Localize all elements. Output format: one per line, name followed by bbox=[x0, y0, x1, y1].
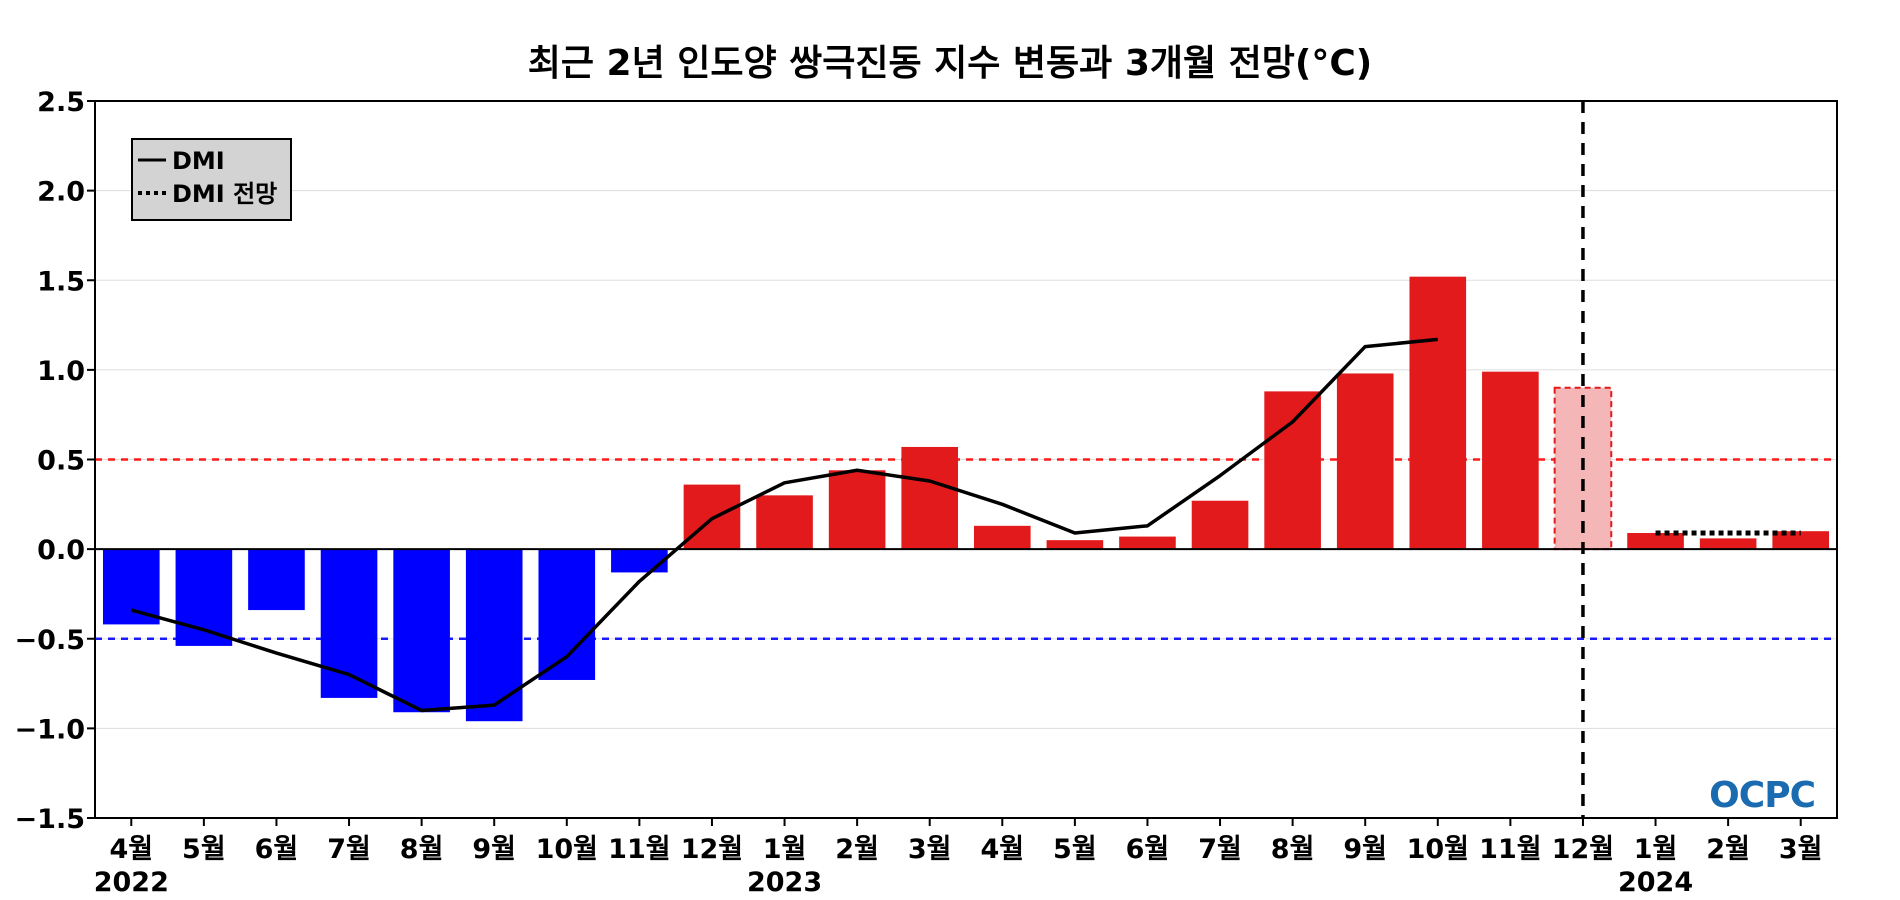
bar bbox=[538, 549, 596, 680]
y-tick-label: 2.0 bbox=[37, 177, 85, 208]
x-year-label: 2023 bbox=[747, 867, 822, 898]
bar bbox=[1772, 531, 1830, 550]
y-tick-label: 0.5 bbox=[37, 446, 85, 477]
x-year-label: 2024 bbox=[1618, 867, 1693, 898]
x-tick-label: 1월 bbox=[763, 834, 807, 865]
y-tick-label: −1.5 bbox=[15, 804, 85, 835]
bar bbox=[393, 549, 450, 713]
bar bbox=[756, 495, 813, 550]
bar bbox=[1264, 391, 1321, 550]
bar bbox=[1191, 500, 1249, 550]
y-tick-label: −0.5 bbox=[15, 625, 85, 656]
bar bbox=[1046, 540, 1104, 550]
ocpc-logo: OCPC bbox=[1709, 775, 1816, 816]
y-tick-label: 2.5 bbox=[37, 87, 85, 118]
bar bbox=[248, 549, 305, 611]
ocpc-logo-text: OCPC bbox=[1709, 775, 1815, 816]
threshold-lines bbox=[95, 458, 1837, 640]
x-tick-label: 8월 bbox=[1271, 834, 1315, 865]
x-tick-label: 11월 bbox=[1479, 834, 1541, 865]
x-tick-label: 7월 bbox=[327, 834, 371, 865]
x-tick-label: 2월 bbox=[835, 834, 879, 865]
x-tick-label: 5월 bbox=[1053, 834, 1097, 865]
x-tick-label: 8월 bbox=[400, 834, 444, 865]
y-axis-ticks: 2.5 2.0 1.5 1.0 0.5 0.0 −0.5 −1.0 −1.5 bbox=[15, 87, 95, 835]
x-tick-label: 2월 bbox=[1706, 834, 1750, 865]
bar bbox=[465, 549, 523, 722]
y-tick-label: 0.0 bbox=[37, 535, 85, 566]
x-tick-label: 10월 bbox=[1407, 834, 1469, 865]
x-tick-label: 4월 bbox=[980, 834, 1024, 865]
bar bbox=[1119, 536, 1176, 550]
bar bbox=[973, 525, 1031, 550]
bar bbox=[828, 470, 886, 550]
x-tick-label: 6월 bbox=[255, 834, 299, 865]
bar bbox=[1699, 538, 1757, 550]
x-tick-label: 7월 bbox=[1198, 834, 1242, 865]
legend-box bbox=[131, 138, 292, 221]
legend-label-dmi-forecast: DMI 전망 bbox=[172, 180, 277, 208]
x-tick-label: 1월 bbox=[1634, 834, 1678, 865]
x-axis-ticks: 4월 5월 6월 7월 8월 9월 10월 11월 12월 1월 2월 3월 4월 5월 6월 7월 8월 9월 1… bbox=[94, 818, 1823, 898]
bar bbox=[1409, 276, 1467, 550]
x-tick-label: 3월 bbox=[908, 834, 952, 865]
bar bbox=[901, 446, 959, 550]
bars bbox=[102, 276, 1830, 722]
x-tick-label: 12월 bbox=[681, 834, 743, 865]
bar bbox=[1336, 373, 1394, 550]
x-tick-label: 4월 bbox=[109, 834, 153, 865]
series-lines bbox=[130, 337, 1801, 713]
x-tick-label: 6월 bbox=[1126, 834, 1170, 865]
y-tick-label: 1.0 bbox=[37, 356, 85, 387]
x-tick-label: 10월 bbox=[536, 834, 598, 865]
x-tick-label: 11월 bbox=[608, 834, 670, 865]
bar bbox=[611, 549, 668, 573]
x-tick-label: 3월 bbox=[1779, 834, 1823, 865]
bar bbox=[102, 549, 160, 625]
series-line-dmi bbox=[130, 337, 1438, 713]
x-tick-label: 9월 bbox=[472, 834, 516, 865]
y-tick-label: −1.0 bbox=[15, 714, 85, 745]
bar bbox=[1627, 532, 1684, 550]
legend-label-dmi: DMI bbox=[172, 147, 225, 175]
y-tick-label: 1.5 bbox=[37, 266, 85, 297]
x-tick-label: 9월 bbox=[1343, 834, 1387, 865]
bar bbox=[1482, 371, 1539, 550]
chart-title: 최근 2년 인도양 쌍극진동 지수 변동과 3개월 전망(°C) bbox=[528, 43, 1372, 84]
x-year-label: 2022 bbox=[94, 867, 169, 898]
x-tick-label: 5월 bbox=[182, 834, 226, 865]
legend: DMI DMI 전망 bbox=[131, 138, 292, 221]
x-tick-label: 12월 bbox=[1552, 834, 1614, 865]
